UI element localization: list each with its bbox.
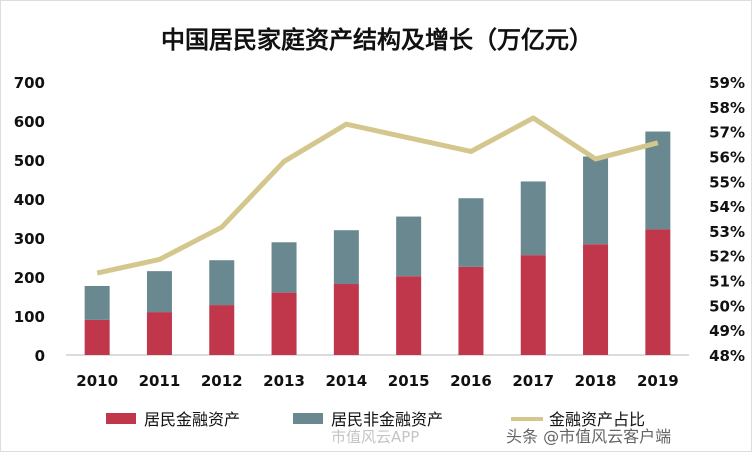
y-tick-label: 600 (14, 113, 45, 131)
bar-nonfinancial (209, 260, 235, 306)
legend-swatch (293, 413, 323, 424)
legend-label: 居民非金融资产 (331, 410, 443, 429)
bar-nonfinancial (645, 131, 671, 230)
bar-financial (146, 312, 172, 355)
x-tick-label: 2016 (450, 372, 492, 390)
x-tick-label: 2013 (263, 372, 305, 390)
y-axis-left: 0 100 200 300 400 500 600 700 (14, 74, 45, 365)
bar-nonfinancial (583, 156, 609, 245)
x-tick-label: 2019 (637, 372, 679, 390)
x-tick-label: 2017 (512, 372, 554, 390)
y-tick-label: 400 (14, 191, 45, 209)
y2-tick-label: 55% (709, 173, 745, 191)
line-series (96, 115, 659, 276)
legend-label: 居民金融资产 (144, 410, 240, 429)
watermark-toutiao: 头条 @市值风云客户端 (506, 427, 672, 446)
bar-financial (84, 319, 110, 355)
bar-nonfinancial (146, 271, 172, 313)
y2-tick-label: 59% (709, 74, 745, 92)
y2-tick-label: 56% (709, 148, 745, 166)
y2-tick-label: 52% (709, 248, 745, 266)
y2-tick-label: 54% (709, 198, 745, 216)
y-axis-right: 48% 49% 50% 51% 52% 53% 54% 55% 56% 57% 58% 59% (709, 74, 745, 365)
legend-swatch (106, 413, 136, 424)
bars (84, 131, 671, 355)
y2-tick-label: 57% (709, 124, 745, 142)
bar-nonfinancial (333, 230, 359, 285)
bar-nonfinancial (520, 181, 546, 256)
x-tick-label: 2011 (139, 372, 181, 390)
x-tick-label: 2010 (76, 372, 118, 390)
bar-nonfinancial (271, 242, 297, 293)
bar-financial (209, 305, 235, 355)
y2-tick-label: 51% (709, 273, 745, 291)
x-tick-label: 2015 (388, 372, 430, 390)
x-axis: 2010 2011 2012 2013 2014 2015 2016 2017 2018 2019 (76, 372, 678, 390)
y-tick-label: 500 (14, 152, 45, 170)
legend-label: 金融资产占比 (549, 410, 645, 429)
y2-tick-label: 48% (709, 347, 745, 365)
bar-financial (458, 266, 484, 355)
y-tick-label: 700 (14, 74, 45, 92)
chart-title: 中国居民家庭资产结构及增长（万亿元） (161, 26, 593, 54)
watermark-app: 市值风云APP (331, 428, 420, 446)
y2-tick-label: 49% (709, 322, 745, 340)
y2-tick-label: 53% (709, 223, 745, 241)
x-tick-label: 2012 (201, 372, 243, 390)
y-tick-label: 0 (35, 347, 45, 365)
bar-nonfinancial (396, 216, 422, 277)
bar-financial (520, 255, 546, 355)
line-financial-ratio (96, 115, 659, 276)
bar-nonfinancial (84, 285, 110, 320)
y-tick-label: 300 (14, 230, 45, 248)
bar-financial (271, 292, 297, 355)
y2-tick-label: 50% (709, 297, 745, 315)
x-tick-label: 2014 (325, 372, 367, 390)
legend: 居民金融资产 居民非金融资产 金融资产占比 (106, 410, 645, 429)
bar-financial (396, 276, 422, 355)
bar-nonfinancial (458, 198, 484, 267)
bar-financial (583, 244, 609, 355)
y2-tick-label: 58% (709, 99, 745, 117)
y-tick-label: 100 (14, 308, 45, 326)
x-tick-label: 2018 (575, 372, 617, 390)
bar-financial (645, 229, 671, 355)
y-tick-label: 200 (14, 269, 45, 287)
bar-financial (333, 284, 359, 355)
